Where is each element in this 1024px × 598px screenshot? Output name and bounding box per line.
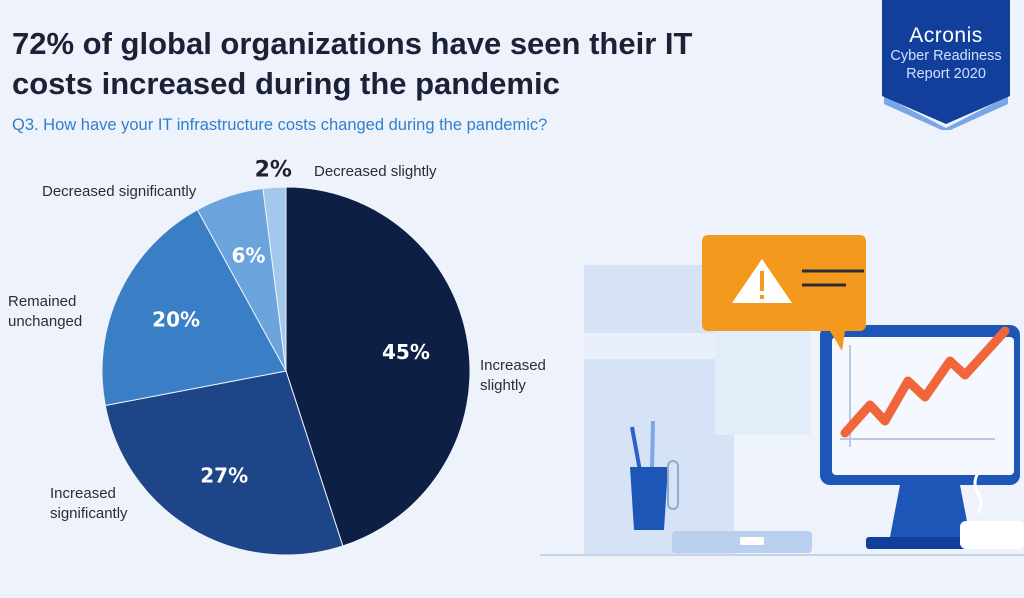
illustration xyxy=(540,235,1024,556)
label-increased-slightly: Increased slightly xyxy=(480,357,546,394)
pie-value-label: 27% xyxy=(200,464,248,488)
pencil-cup-icon xyxy=(630,420,668,530)
pie-slice-decreased-slightly xyxy=(262,186,287,372)
label-decreased-slightly: Decreased slightly xyxy=(314,163,437,180)
coffee-cup-icon xyxy=(960,472,1024,549)
pie-value-label: 20% xyxy=(152,307,200,331)
pie-value-label: 45% xyxy=(382,340,430,364)
warning-icon xyxy=(702,235,866,351)
pie-slice-remained-unchanged xyxy=(101,209,287,407)
pie-slice-increased-slightly xyxy=(285,186,471,547)
chart-title: 72% of global organizations have seen th… xyxy=(12,26,693,101)
keyboard-icon xyxy=(672,531,812,553)
label-decreased-significantly: Decreased significantly xyxy=(42,183,197,200)
pie-value-label: 2% xyxy=(255,157,292,182)
badge-line-2: Report 2020 xyxy=(906,66,986,82)
pie-chart: 45% 27% 20% 6% 2% xyxy=(101,157,471,556)
badge-ribbon-icon xyxy=(882,0,1010,130)
badge-line-1: Cyber Readiness xyxy=(890,48,1002,64)
pie-slice-increased-significantly xyxy=(104,370,344,556)
badge-brand: Acronis xyxy=(909,24,983,47)
label-increased-significantly: Increased significantly xyxy=(50,485,128,522)
acronis-badge: Acronis Cyber Readiness Report 2020 xyxy=(882,0,1010,130)
label-remained-unchanged: Remained unchanged xyxy=(8,293,83,330)
pie-value-label: 6% xyxy=(231,244,265,268)
paperclip-icon xyxy=(667,460,679,510)
trend-line-icon xyxy=(840,326,1010,447)
chart-question: Q3. How have your IT infrastructure cost… xyxy=(12,116,548,134)
